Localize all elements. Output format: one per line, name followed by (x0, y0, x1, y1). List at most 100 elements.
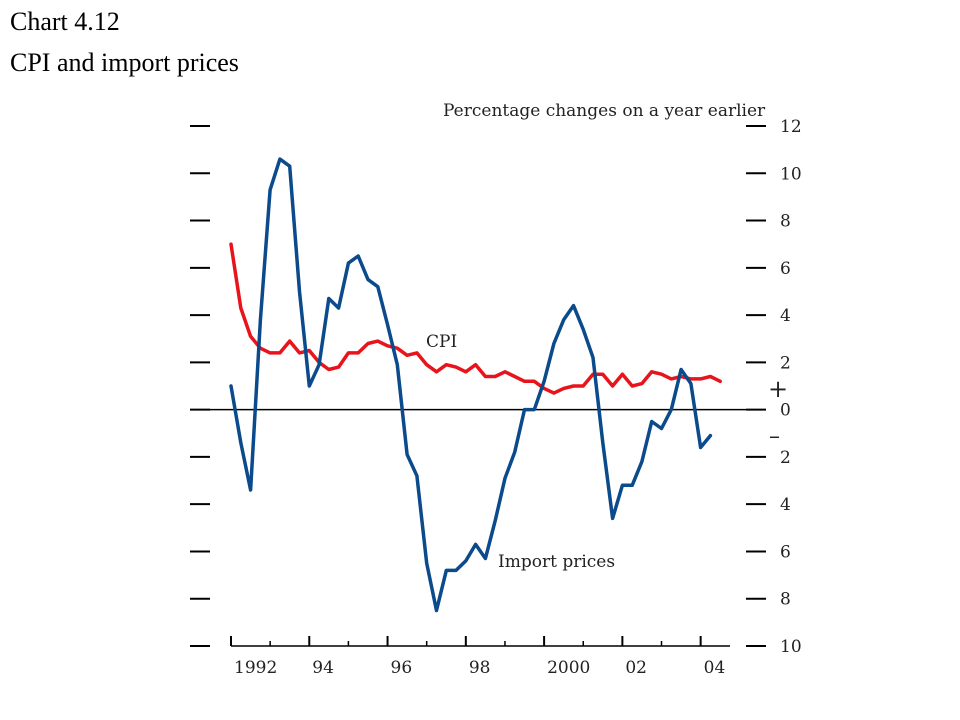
y-tick-label: 6 (780, 542, 791, 562)
import-prices-point (621, 483, 625, 487)
x-tick-label: 1992 (234, 658, 277, 678)
cpi-point (337, 365, 341, 369)
import-prices-point (581, 327, 585, 331)
import-prices-point (484, 557, 488, 561)
y-tick-label: 8 (780, 590, 791, 610)
import-prices-point (259, 318, 263, 322)
cpi-point (533, 379, 537, 383)
cpi-point (356, 351, 360, 355)
x-tick-label: 98 (469, 658, 491, 678)
chart-subtitle: CPI and import prices (10, 48, 239, 77)
cpi-point (288, 339, 292, 343)
import-prices-point (425, 561, 429, 565)
left-axis-ticks (190, 125, 210, 647)
cpi-point (435, 370, 439, 374)
import-prices-line (229, 157, 713, 613)
cpi-point (660, 372, 664, 376)
cpi-point (327, 368, 331, 372)
cpi-point (640, 382, 644, 386)
cpi-point (454, 365, 458, 369)
import-prices-point (229, 384, 233, 388)
import-prices-point (552, 342, 556, 346)
import-prices-point (405, 453, 409, 457)
cpi-point (650, 370, 654, 374)
cpi-point (464, 370, 468, 374)
cpi-point (347, 351, 351, 355)
import-prices-point (601, 441, 605, 445)
import-prices-point (474, 543, 478, 547)
y-tick-label: 4 (780, 495, 791, 515)
x-tick-label: 96 (391, 658, 413, 678)
import-prices-point (376, 285, 380, 289)
import-prices-point (464, 559, 468, 563)
import-prices-point (572, 304, 576, 308)
cpi-point (268, 351, 272, 355)
import-prices-point (591, 356, 595, 360)
x-axis: 1992 94 96 98 2000 02 04 (210, 408, 746, 678)
import-prices-point (278, 157, 282, 161)
chart-title: Chart 4.12 (10, 7, 120, 36)
cpi-point (278, 351, 282, 355)
minus-sign-label: – (769, 424, 780, 449)
cpi-point (239, 306, 243, 310)
import-prices-point (562, 318, 566, 322)
y-tick-label: 2 (780, 353, 791, 373)
import-prices-point (356, 254, 360, 258)
y-tick-label: 0 (780, 401, 791, 421)
cpi-point (503, 370, 507, 374)
import-prices-series-label: Import prices (498, 552, 615, 572)
cpi-point (493, 375, 497, 379)
x-tick-label: 04 (704, 658, 726, 678)
import-prices-point (503, 476, 507, 480)
import-prices-point (454, 569, 458, 573)
import-prices-point (249, 488, 253, 492)
y-tick-label: 2 (780, 448, 791, 468)
import-prices-point (493, 519, 497, 523)
cpi-point (601, 372, 605, 376)
import-prices-point (386, 323, 390, 327)
cpi-point (621, 372, 625, 376)
import-prices-point (650, 420, 654, 424)
cpi-point (581, 384, 585, 388)
cpi-point (444, 363, 448, 367)
cpi-point (249, 335, 253, 339)
import-prices-point (709, 434, 713, 438)
cpi-point (307, 349, 311, 353)
import-prices-point (533, 408, 537, 412)
series-lines (229, 157, 722, 613)
import-prices-point (347, 261, 351, 265)
units-label: Percentage changes on a year earlier (443, 101, 766, 121)
import-prices-point (689, 382, 693, 386)
cpi-point (386, 344, 390, 348)
cpi-point (630, 384, 634, 388)
import-prices-point (444, 569, 448, 573)
import-prices-point (679, 368, 683, 372)
cpi-point (415, 351, 419, 355)
cpi-point (572, 384, 576, 388)
import-prices-point (298, 290, 302, 294)
cpi-point (298, 351, 302, 355)
right-axis-ticks (746, 125, 766, 647)
cpi-point (552, 391, 556, 395)
cpi-point (425, 363, 429, 367)
import-prices-point (288, 164, 292, 168)
import-prices-point (337, 306, 341, 310)
y-tick-label: 10 (780, 164, 802, 184)
import-prices-point (640, 460, 644, 464)
cpi-point (405, 353, 409, 357)
cpi-point (699, 377, 703, 381)
import-prices-point (669, 408, 673, 412)
import-prices-point (307, 384, 311, 388)
cpi-point (513, 375, 517, 379)
import-prices-point (660, 427, 664, 431)
cpi-point (396, 346, 400, 350)
cpi-point (229, 242, 233, 246)
import-prices-point (630, 483, 634, 487)
y-tick-label: 8 (780, 212, 791, 232)
right-axis-tick-labels: 12 10 8 6 4 2 0 2 4 6 8 10 (780, 117, 802, 657)
cpi-point (523, 379, 527, 383)
cpi-point (562, 387, 566, 391)
y-tick-label: 4 (780, 306, 791, 326)
cpi-point (376, 339, 380, 343)
